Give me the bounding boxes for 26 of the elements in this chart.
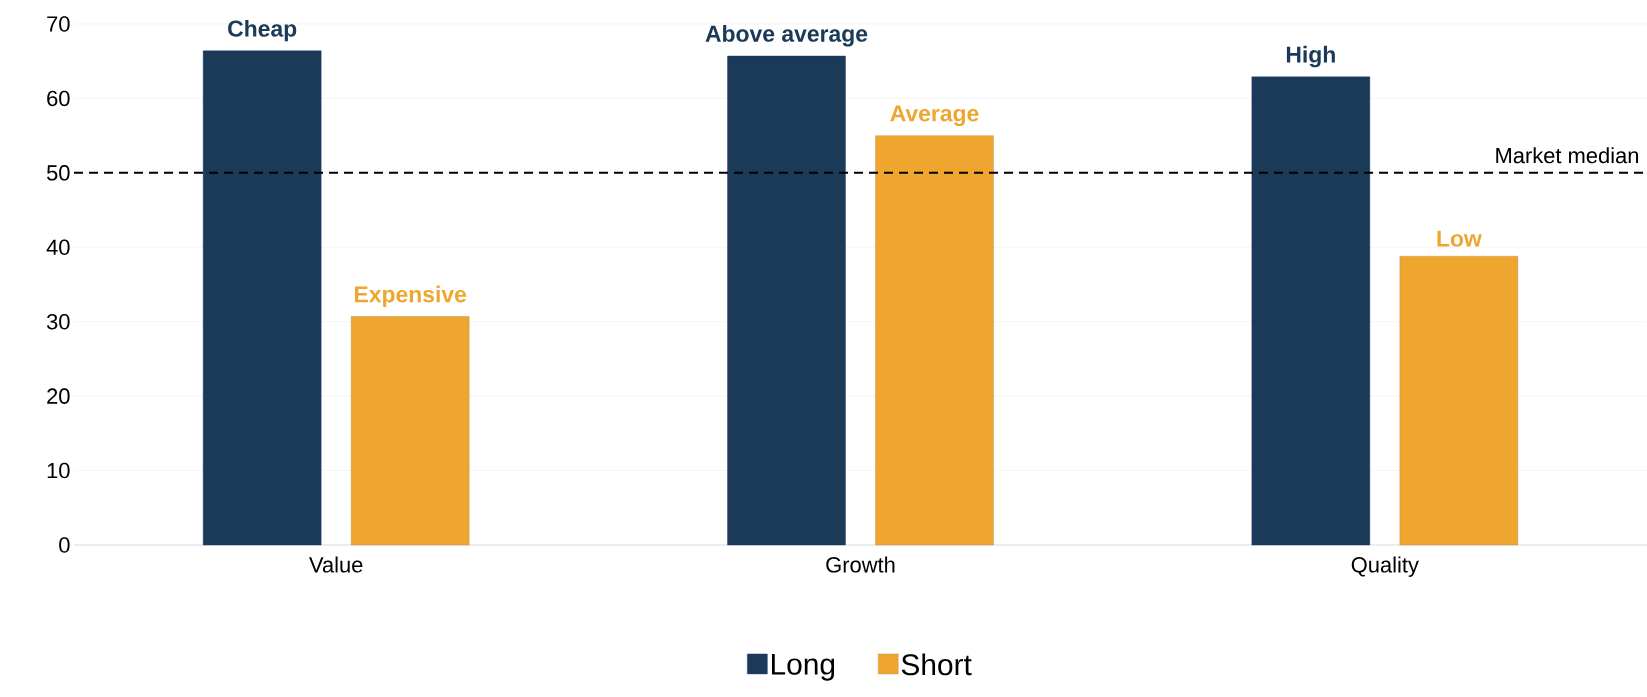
y-tick-label: 40 [46, 239, 70, 256]
bar [350, 316, 470, 546]
bar [1399, 256, 1519, 546]
y-tick-label: 10 [47, 462, 70, 479]
y-tick-label: 0 [59, 537, 70, 553]
bar [1251, 76, 1371, 546]
legend-label: Short [901, 653, 972, 676]
legend-label: Long [771, 653, 835, 681]
y-tick-label: 70 [47, 16, 70, 32]
x-tick-label: Value [309, 556, 363, 573]
data-label: High [1286, 45, 1335, 68]
y-tick-label: 60 [47, 90, 70, 107]
x-tick-label: Quality [1351, 556, 1419, 577]
data-label: Average [890, 105, 979, 127]
data-label: Expensive [355, 285, 467, 307]
y-tick-label: 30 [46, 313, 70, 330]
x-tick-label: Growth [826, 556, 895, 573]
bar [727, 55, 846, 546]
y-tick-label: 50 [46, 165, 70, 181]
bar [202, 50, 322, 546]
bar [875, 135, 994, 546]
data-label: Low [1437, 230, 1482, 247]
data-label: Cheap [228, 19, 297, 42]
y-tick-label: 20 [47, 388, 70, 404]
data-label: Above average [705, 25, 868, 47]
ref-line-label: Market median [1496, 147, 1639, 164]
